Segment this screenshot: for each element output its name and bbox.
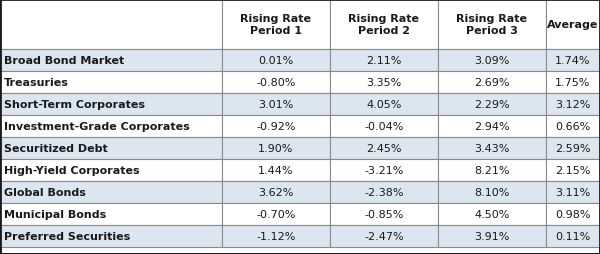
Bar <box>546 0 600 50</box>
Text: 1.75%: 1.75% <box>556 78 590 88</box>
Text: Broad Bond Market: Broad Bond Market <box>4 56 124 66</box>
Text: 3.43%: 3.43% <box>475 144 509 153</box>
Text: Investment-Grade Corporates: Investment-Grade Corporates <box>4 121 190 132</box>
Bar <box>0 137 222 159</box>
Text: 0.11%: 0.11% <box>556 231 590 241</box>
Text: -1.12%: -1.12% <box>256 231 296 241</box>
Bar <box>222 203 330 225</box>
Text: Rising Rate
Period 1: Rising Rate Period 1 <box>241 14 311 36</box>
Text: -0.80%: -0.80% <box>256 78 296 88</box>
Text: 3.09%: 3.09% <box>475 56 509 66</box>
Bar <box>222 50 330 72</box>
Text: 2.15%: 2.15% <box>556 165 590 175</box>
Text: 8.10%: 8.10% <box>475 187 509 197</box>
Text: -0.04%: -0.04% <box>364 121 404 132</box>
Text: 2.59%: 2.59% <box>555 144 591 153</box>
Bar <box>438 159 546 181</box>
Bar <box>0 50 222 72</box>
Text: Rising Rate
Period 2: Rising Rate Period 2 <box>349 14 419 36</box>
Bar <box>330 225 438 247</box>
Bar <box>330 159 438 181</box>
Text: 3.62%: 3.62% <box>259 187 293 197</box>
Text: 1.74%: 1.74% <box>555 56 591 66</box>
Text: 3.35%: 3.35% <box>367 78 401 88</box>
Text: Rising Rate
Period 3: Rising Rate Period 3 <box>457 14 527 36</box>
Text: Treasuries: Treasuries <box>4 78 69 88</box>
Bar <box>222 116 330 137</box>
Text: 0.01%: 0.01% <box>259 56 293 66</box>
Bar <box>330 0 438 50</box>
Bar <box>546 72 600 94</box>
Bar <box>438 72 546 94</box>
Bar <box>0 0 222 50</box>
Text: 2.94%: 2.94% <box>474 121 510 132</box>
Bar <box>330 116 438 137</box>
Bar <box>546 116 600 137</box>
Text: 8.21%: 8.21% <box>474 165 510 175</box>
Bar <box>0 181 222 203</box>
Bar <box>0 116 222 137</box>
Bar <box>330 181 438 203</box>
Bar <box>546 203 600 225</box>
Bar <box>0 72 222 94</box>
Bar <box>438 94 546 116</box>
Text: Preferred Securities: Preferred Securities <box>4 231 130 241</box>
Text: 2.11%: 2.11% <box>367 56 401 66</box>
Bar <box>546 50 600 72</box>
Text: 0.66%: 0.66% <box>556 121 590 132</box>
Bar <box>0 159 222 181</box>
Bar <box>438 50 546 72</box>
Bar <box>0 225 222 247</box>
Bar <box>222 225 330 247</box>
Bar <box>222 181 330 203</box>
Text: -2.38%: -2.38% <box>364 187 404 197</box>
Bar <box>438 116 546 137</box>
Bar <box>546 94 600 116</box>
Text: 0.98%: 0.98% <box>555 209 591 219</box>
Bar <box>222 159 330 181</box>
Bar <box>330 137 438 159</box>
Text: 3.11%: 3.11% <box>556 187 590 197</box>
Bar <box>222 137 330 159</box>
Bar <box>330 50 438 72</box>
Text: 1.90%: 1.90% <box>259 144 293 153</box>
Text: 2.29%: 2.29% <box>474 100 510 109</box>
Bar <box>0 203 222 225</box>
Bar <box>438 0 546 50</box>
Text: 3.12%: 3.12% <box>556 100 590 109</box>
Text: 4.50%: 4.50% <box>475 209 509 219</box>
Text: Global Bonds: Global Bonds <box>4 187 86 197</box>
Bar <box>438 137 546 159</box>
Text: Municipal Bonds: Municipal Bonds <box>4 209 106 219</box>
Text: -0.92%: -0.92% <box>256 121 296 132</box>
Text: 2.45%: 2.45% <box>366 144 402 153</box>
Text: Short-Term Corporates: Short-Term Corporates <box>4 100 145 109</box>
Bar <box>330 72 438 94</box>
Text: -0.85%: -0.85% <box>364 209 404 219</box>
Bar <box>222 72 330 94</box>
Text: 3.01%: 3.01% <box>259 100 293 109</box>
Text: -2.47%: -2.47% <box>364 231 404 241</box>
Text: 4.05%: 4.05% <box>367 100 401 109</box>
Text: -0.70%: -0.70% <box>256 209 296 219</box>
Bar <box>438 225 546 247</box>
Bar <box>222 0 330 50</box>
Text: -3.21%: -3.21% <box>364 165 404 175</box>
Bar <box>438 181 546 203</box>
Bar <box>438 203 546 225</box>
Bar <box>546 181 600 203</box>
Bar <box>546 159 600 181</box>
Bar <box>330 94 438 116</box>
Bar <box>330 203 438 225</box>
Text: 2.69%: 2.69% <box>474 78 510 88</box>
Text: High-Yield Corporates: High-Yield Corporates <box>4 165 140 175</box>
Text: Securitized Debt: Securitized Debt <box>4 144 108 153</box>
Bar <box>222 94 330 116</box>
Text: Average: Average <box>547 20 599 30</box>
Text: 1.44%: 1.44% <box>258 165 294 175</box>
Bar <box>546 137 600 159</box>
Bar <box>546 225 600 247</box>
Bar <box>0 94 222 116</box>
Text: 3.91%: 3.91% <box>475 231 509 241</box>
